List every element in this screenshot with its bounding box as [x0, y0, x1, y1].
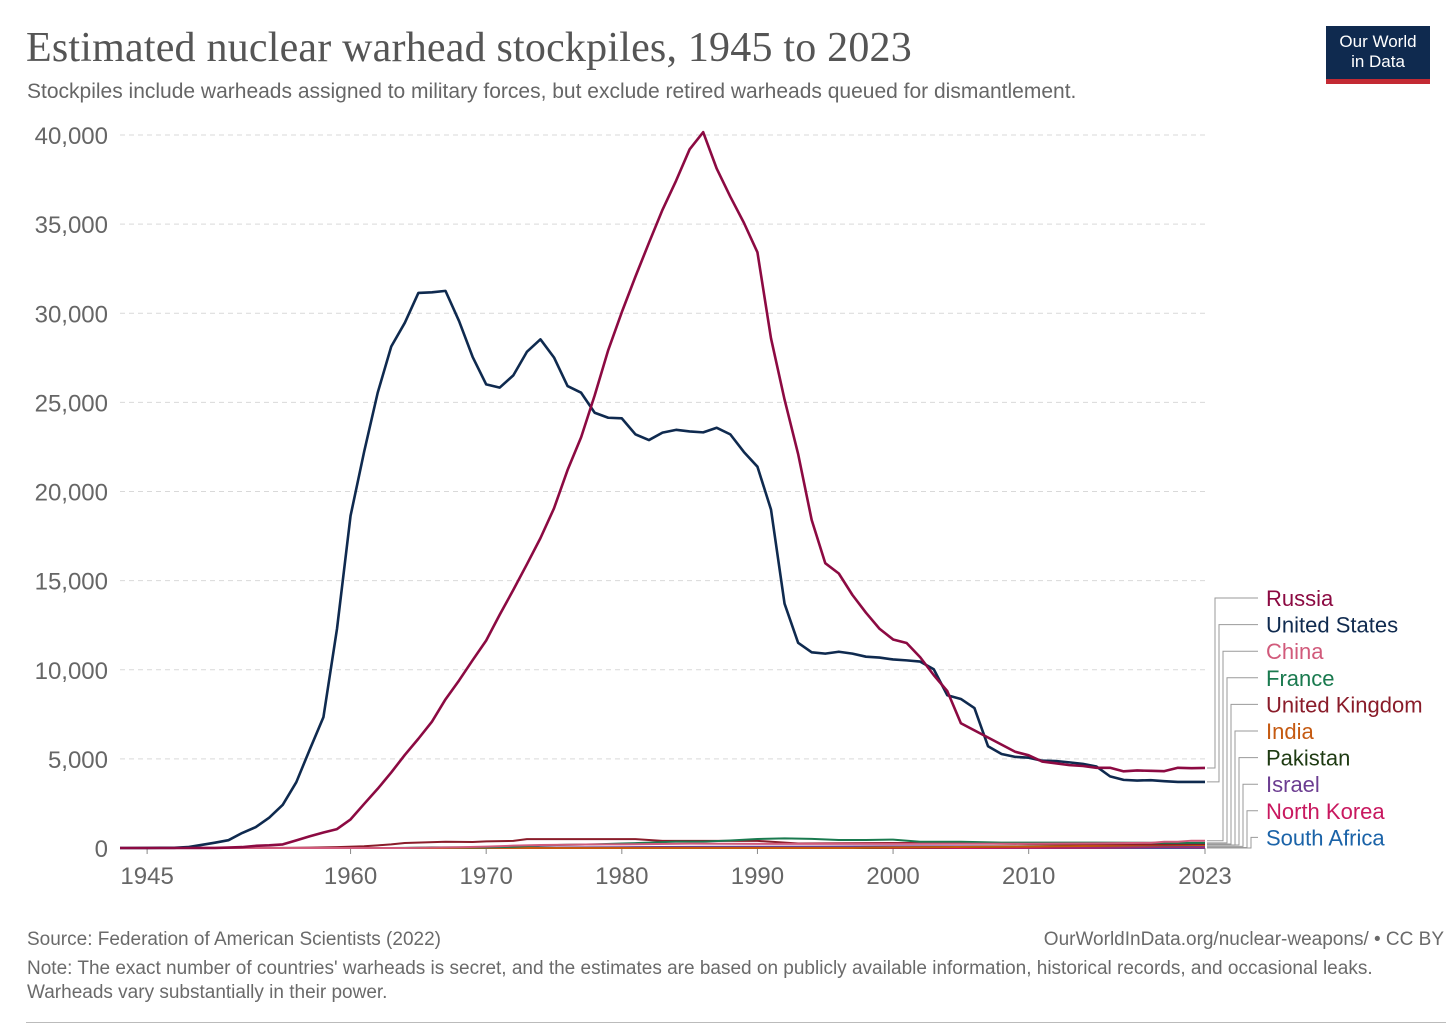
legend-connector [1207, 677, 1258, 844]
y-tick-label: 10,000 [35, 658, 108, 685]
legend-label-united-kingdom: United Kingdom [1266, 692, 1423, 717]
legend-label-pakistan: Pakistan [1266, 746, 1350, 771]
legend-connector [1207, 624, 1258, 783]
y-tick-label: 25,000 [35, 390, 108, 417]
legend-connector [1207, 650, 1258, 842]
legend-connector [1207, 836, 1258, 849]
x-tick-label: 2023 [1178, 863, 1231, 890]
y-tick-label: 35,000 [35, 212, 108, 239]
legend-label-russia: Russia [1266, 586, 1334, 611]
x-tick-label: 1980 [595, 863, 648, 890]
legend-label-south-africa: South Africa [1266, 825, 1385, 850]
y-tick-label: 15,000 [35, 569, 108, 596]
x-tick-label: 1945 [120, 863, 173, 890]
grid-layer [120, 134, 1205, 760]
legend-connector [1207, 597, 1258, 769]
y-tick-label: 30,000 [35, 301, 108, 328]
legend-label-north-korea: North Korea [1266, 799, 1385, 824]
legend-label-france: France [1266, 666, 1334, 691]
series-line-china [120, 839, 1205, 849]
owid-logo[interactable]: Our World in Data [1326, 26, 1430, 84]
source-link[interactable]: OurWorldInData.org/nuclear-weapons/ • CC… [1043, 929, 1444, 950]
series-line-united-states [119, 289, 1205, 850]
axis-layer: 0 5,000 10,000 15,000 20,000 25,000 30,000 35,0… [35, 123, 1232, 890]
y-tick-label: 0 [95, 836, 108, 863]
x-tick-label: 1990 [731, 863, 784, 890]
y-tick-label: 5,000 [48, 747, 108, 774]
note-text: Note: The exact number of countries' war… [27, 958, 1373, 1003]
source-text: Source: Federation of American Scientist… [27, 929, 441, 950]
legend-label-united-states: United States [1266, 613, 1398, 638]
legend-label-china: China [1266, 639, 1324, 664]
x-tick-label: 1970 [459, 863, 512, 890]
legend-connector [1207, 783, 1258, 847]
y-tick-label: 20,000 [35, 480, 108, 507]
logo-accent-bar [1326, 79, 1430, 84]
x-tick-label: 2010 [1002, 863, 1055, 890]
logo-line-1: Our World [1339, 32, 1417, 51]
legend-label-israel: Israel [1266, 772, 1320, 797]
series-line-russia [120, 130, 1206, 850]
chart-title: Estimated nuclear warhead stockpiles, 19… [26, 25, 912, 71]
legend-label-india: India [1266, 719, 1314, 744]
legend-connector [1207, 757, 1258, 846]
legend-connector [1207, 703, 1258, 845]
y-tick-label: 40,000 [35, 123, 108, 150]
x-tick-label: 1960 [324, 863, 377, 890]
chart-subtitle: Stockpiles include warheads assigned to … [27, 80, 1077, 103]
bottom-divider [26, 1022, 1446, 1023]
logo-line-2: in Data [1351, 52, 1405, 71]
legend-connector [1207, 810, 1258, 848]
series-layer [119, 130, 1206, 850]
x-tick-label: 2000 [866, 863, 919, 890]
